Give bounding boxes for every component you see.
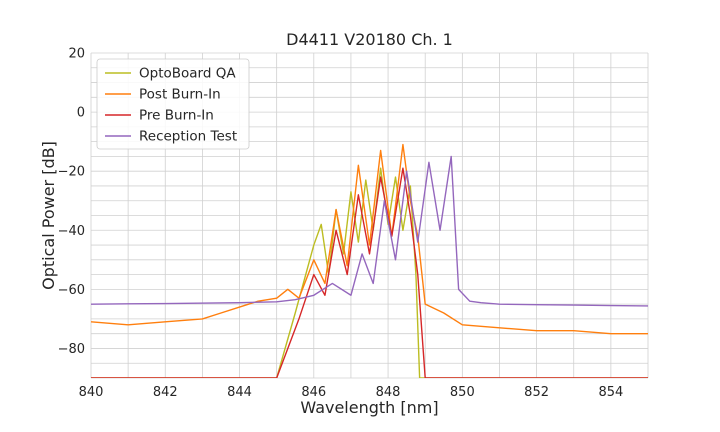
y-tick-label: 0 [77, 106, 85, 121]
y-tick-label: −20 [58, 165, 85, 180]
x-tick-label: 840 [79, 385, 104, 400]
legend-entry: Post Burn-In [139, 87, 221, 103]
y-axis-label: Optical Power [dB] [39, 141, 58, 290]
series-line-2 [91, 143, 648, 335]
legend-entry: Pre Burn-In [139, 108, 214, 124]
x-axis-label: Wavelength [nm] [300, 398, 438, 417]
x-tick-label: 854 [598, 385, 623, 400]
chart-title: D4411 V20180 Ch. 1 [286, 30, 453, 49]
legend: OptoBoard QA Post Burn-In Pre Burn-In Recep… [96, 58, 250, 150]
x-tick-label: 846 [301, 385, 326, 400]
series-line-1 [91, 167, 648, 378]
tick-labels: 840 842 844 846 848 850 852 854 20 0 −20 −40 −60 −80 [58, 47, 624, 401]
series-line-3 [91, 167, 648, 378]
x-tick-label: 848 [376, 385, 401, 400]
x-tick-label: 852 [524, 385, 549, 400]
legend-entry: OptoBoard QA [139, 66, 236, 82]
y-tick-label: −80 [58, 342, 85, 357]
series-layer [91, 143, 648, 378]
y-tick-label: −60 [58, 283, 85, 298]
y-tick-label: 20 [68, 47, 85, 62]
x-tick-label: 850 [450, 385, 475, 400]
x-tick-label: 844 [227, 385, 252, 400]
legend-box [96, 58, 250, 150]
series-line-4 [91, 155, 648, 307]
y-tick-label: −40 [58, 224, 85, 239]
legend-entry: Reception Test [139, 129, 237, 145]
x-tick-label: 842 [153, 385, 178, 400]
